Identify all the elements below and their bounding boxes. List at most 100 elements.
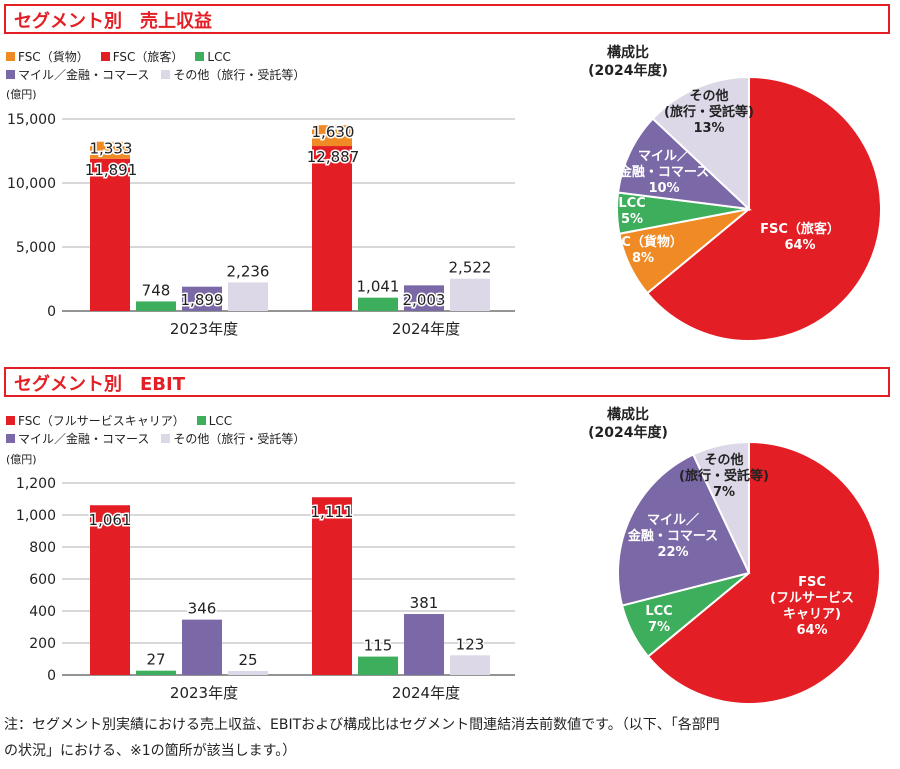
pie-title-revenue: 構成比 (2024年度) [558,44,698,80]
legend-swatch [100,52,110,61]
bar [136,670,176,675]
pie-label: FSC [798,575,826,590]
y-tick-label: 10,000 [7,176,56,192]
bar [450,655,490,675]
pie-title-ebit: 構成比 (2024年度) [558,406,698,442]
data-label: 1,630 [312,123,355,141]
pie-label: LCC [618,196,645,211]
x-tick-label: 2024年度 [392,684,460,702]
ebit-pie-chart: FSC(フルサービスキャリア)64%LCC7%マイル／金融・コマース22%その他… [617,440,881,705]
data-label: 1,041 [357,278,400,296]
pie-label: 10% [648,181,679,196]
bar [358,656,398,675]
data-label: 381 [410,594,439,612]
legend-item: その他（旅行・受託等） [161,430,305,447]
y-tick-label: 15,000 [7,112,56,128]
pie-label: その他 [689,88,728,104]
legend-item: FSC（貨物） [6,48,89,65]
data-label: 25 [238,651,257,669]
legend-ebit-row1: FSC（フルサービスキャリア） LCC [6,412,244,429]
pie-title-line: (2024年度) [588,425,668,441]
pie-label: マイル／ [638,148,690,164]
pie-slice [651,75,750,212]
legend-label: FSC（フルサービスキャリア） [18,414,185,428]
data-label: 123 [456,635,485,653]
legend-swatch [6,434,15,443]
pie-label: マイル／ [647,512,699,528]
data-label: 2,003 [403,291,446,309]
data-label: 27 [146,651,165,669]
pie-label: キャリア) [783,607,841,622]
data-label: 11,891 [85,161,138,179]
legend-label: FSC（貨物） [18,50,89,64]
x-tick-label: 2024年度 [392,320,460,338]
legend-swatch [161,70,171,79]
section-title-revenue: セグメント別 売上収益 [4,4,890,34]
pie-label: (旅行・受託等) [679,468,769,484]
y-tick-label: 400 [29,604,56,620]
y-tick-label: 1,200 [16,476,56,492]
pie-title-line: 構成比 [607,45,649,61]
pie-label: 金融・コマース [618,164,709,180]
legend-swatch [161,434,171,443]
bar [404,614,444,675]
y-tick-label: 0 [47,304,56,320]
pie-slice [645,75,882,342]
section-title-revenue-text: セグメント別 売上収益 [14,11,212,32]
y-tick-label: 200 [29,636,56,652]
data-label: 346 [188,600,217,618]
pie-label: 22% [657,545,688,560]
bar-fsc-cargo [312,125,352,147]
unit-label-revenue: (億円) [6,88,37,101]
pie-label: (旅行・受託等) [664,104,754,120]
footnote: 注：セグメント別実績における売上収益、EBITおよび構成比はセグメント間連結消去… [4,712,896,764]
pie-slice [617,453,751,607]
bar-fsc-cargo [90,141,130,159]
pie-slice [646,440,881,705]
pie-slice [616,117,752,211]
bar [228,671,268,675]
legend-label: その他（旅行・受託等） [173,432,306,446]
legend-item: LCC [195,50,231,64]
pie-label: 13% [693,121,724,136]
pie-slice [691,440,750,574]
legend-swatch [195,52,205,61]
pie-label: 64% [796,623,827,638]
legend-item: LCC [196,413,233,428]
y-tick-label: 0 [47,668,56,684]
y-tick-label: 1,000 [16,508,56,524]
data-label: 1,111 [311,503,354,521]
legend-label: その他（旅行・受託等） [173,68,306,82]
legend-revenue-row1: FSC（貨物） FSC（旅客） LCC [6,48,243,65]
legend-revenue-row2: マイル／金融・コマース その他（旅行・受託等） [6,66,317,83]
footnote-line: の状況」における、※1の箇所が該当します。） [4,743,297,759]
legend-label: マイル／金融・コマース [18,68,150,82]
legend-item: FSC（旅客） [100,48,184,65]
data-label: 1,899 [181,291,224,309]
pie-label: 金融・コマース [627,528,718,544]
bar [404,285,444,311]
data-label: 115 [364,637,393,655]
bar-fsc-passenger [90,158,130,311]
legend-label: マイル／金融・コマース [18,432,150,446]
pie-label: その他 [704,452,743,468]
legend-swatch [6,416,15,425]
bar [358,297,398,311]
legend-item: マイル／金融・コマース [6,430,149,447]
legend-label: LCC [208,413,233,428]
y-tick-label: 5,000 [16,240,56,256]
section-title-ebit-text: セグメント別 EBIT [14,374,185,395]
legend-ebit-row2: マイル／金融・コマース その他（旅行・受託等） [6,430,317,447]
legend-item: FSC（フルサービスキャリア） [6,412,185,429]
pie-label: 7% [648,620,670,635]
revenue-bar-chart: 0 5,000 10,000 15,000 11,891 1,333 748 1,8992,2… [7,112,515,338]
legend-label: FSC（旅客） [112,50,184,64]
pie-title-line: 構成比 [607,407,649,423]
legend-item: マイル／金融・コマース [6,66,149,83]
pie-label: FSC（旅客） [760,221,840,237]
data-label: 1,061 [89,511,132,529]
pie-label: LCC [645,604,672,619]
bar [450,278,490,311]
unit-label-ebit: (億円) [6,453,37,466]
bar [90,505,130,675]
